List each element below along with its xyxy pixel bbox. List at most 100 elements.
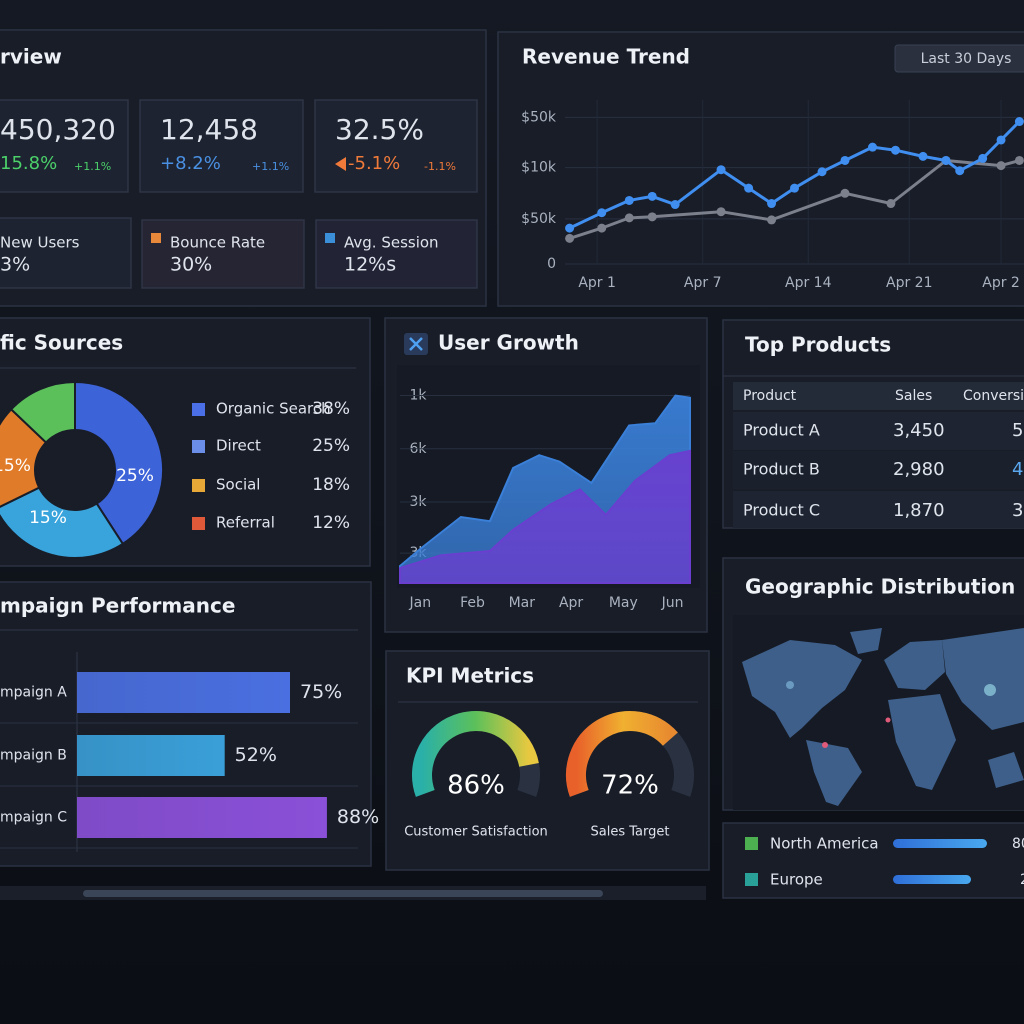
legend-value: 2 — [1020, 872, 1024, 888]
x-tick-label: Jan — [409, 595, 432, 611]
x-tick-label: Apr 21 — [886, 275, 932, 291]
y-tick-label: $50k — [521, 109, 557, 125]
legend-value: 18% — [312, 475, 350, 495]
x-tick-label: Apr 1 — [578, 275, 616, 291]
legend-bar — [893, 875, 971, 884]
x-tick-label: Apr 7 — [684, 275, 722, 291]
point — [565, 233, 575, 243]
point — [817, 167, 827, 177]
chart-title: Revenue Trend — [522, 45, 690, 69]
kpi-card — [139, 99, 304, 193]
mini-value: 12%s — [344, 254, 396, 276]
bar — [77, 797, 327, 838]
point — [670, 200, 680, 210]
continent — [806, 740, 862, 806]
bar-category: mpaign B — [0, 748, 67, 764]
mini-label: Bounce Rate — [170, 234, 265, 252]
point — [767, 199, 777, 209]
continent — [988, 752, 1024, 788]
point — [840, 188, 850, 198]
gauge-label: Customer Satisfaction — [404, 825, 548, 840]
legend-value: 80 — [1012, 836, 1024, 852]
x-tick-label: Apr 14 — [785, 275, 832, 291]
table-row — [733, 451, 1024, 489]
kpi-value: 12,458 — [160, 113, 258, 146]
table-cell: Product C — [743, 501, 820, 520]
table-header-cell: Product — [743, 388, 797, 404]
legend-label: Organic Search — [216, 400, 331, 418]
map-dot — [984, 684, 996, 696]
kpi-change: -5.1% — [348, 153, 400, 174]
legend-swatch — [745, 837, 758, 850]
point — [1014, 155, 1024, 165]
legend-value: 25% — [312, 436, 350, 456]
legend-label: Direct — [216, 437, 261, 455]
bar-value-label: 75% — [300, 681, 342, 703]
bar-category: mpaign C — [0, 810, 67, 826]
kpi-delta: +1.1% — [252, 160, 289, 173]
scrollbar-thumb[interactable] — [83, 890, 603, 897]
point — [996, 161, 1006, 171]
x-tick-label: Feb — [460, 595, 485, 611]
mini-label: New Users — [0, 234, 80, 252]
table-cell: 5 — [1012, 420, 1023, 441]
point — [624, 195, 634, 205]
point — [647, 191, 657, 201]
table-row — [733, 491, 1024, 528]
gauge-value: 86% — [447, 771, 505, 801]
down-arrow — [335, 157, 346, 171]
mini-icon — [151, 233, 161, 243]
kpi-value: 32.5% — [335, 113, 424, 146]
mini-icon — [325, 233, 335, 243]
icon-mark — [409, 337, 423, 351]
y-tick-label: 0 — [547, 256, 556, 272]
continent — [888, 694, 956, 790]
chart-title: fic Sources — [0, 331, 123, 355]
legend-swatch — [192, 479, 205, 492]
point — [624, 213, 634, 223]
donut-label: 15% — [0, 456, 31, 476]
point — [565, 223, 575, 233]
legend-swatch — [192, 403, 205, 416]
kpi-delta: +1.1% — [74, 160, 111, 173]
range-button-label[interactable]: Last 30 Days — [921, 51, 1012, 67]
continent — [850, 628, 882, 654]
point — [1014, 117, 1024, 127]
point — [767, 215, 777, 225]
x-tick-label: May — [609, 595, 638, 611]
map-dot — [885, 717, 891, 723]
bar — [77, 672, 290, 713]
point — [918, 151, 928, 161]
point — [744, 183, 754, 193]
map-dot — [786, 681, 794, 689]
kpi-change: +8.2% — [160, 153, 221, 174]
table-cell: 4 — [1012, 459, 1023, 480]
point — [955, 166, 965, 176]
table-header-cell: Conversi — [963, 388, 1024, 404]
bar — [77, 735, 225, 776]
table-header-cell: Sales — [895, 388, 932, 404]
kpi-panel — [385, 650, 710, 871]
table-cell: 1,870 — [893, 500, 945, 521]
gauge-arc — [566, 711, 678, 797]
table-cell: Product B — [743, 460, 820, 479]
chart-title: User Growth — [438, 331, 579, 355]
legend-value: 12% — [312, 513, 350, 533]
range-button[interactable] — [894, 44, 1024, 73]
mini-value: 30% — [170, 254, 212, 276]
legend-label: North America — [770, 835, 879, 853]
x-tick-label: Mar — [509, 595, 536, 611]
table-cell: 2,980 — [893, 459, 945, 480]
point — [597, 223, 607, 233]
legend-bar — [893, 839, 987, 848]
legend-label: Referral — [216, 514, 275, 532]
point — [647, 212, 657, 222]
point — [790, 183, 799, 193]
products-title: Top Products — [745, 333, 891, 357]
revenue-panel — [497, 31, 1024, 307]
kpi-delta: -1.1% — [424, 160, 456, 173]
overview-title: rview — [0, 45, 62, 69]
x-tick-label: Jun — [661, 595, 684, 611]
table-cell: Product A — [743, 421, 820, 440]
continent — [742, 640, 862, 738]
